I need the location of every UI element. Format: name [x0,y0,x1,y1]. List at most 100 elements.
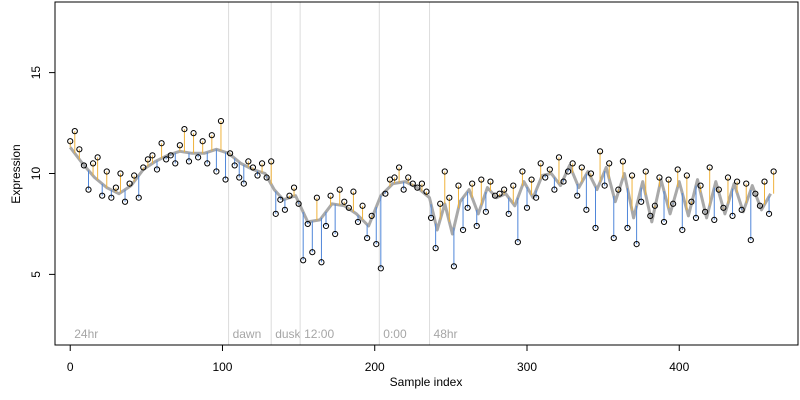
trend-line [69,146,772,236]
data-point [473,222,480,230]
data-point [400,186,407,193]
marker-label: dawn [233,327,262,341]
data-point [99,192,106,199]
data-point [377,265,384,272]
x-axis-title: Sample index [390,375,463,389]
data-point [295,200,302,207]
data-point [510,182,517,189]
data-point [268,158,275,165]
data-point [555,154,563,161]
data-point [574,192,581,199]
data-point [71,128,78,135]
data-point [441,168,448,175]
data-point [679,226,686,234]
data-point [619,158,627,165]
data-point [277,196,284,203]
data-point [606,160,613,167]
data-point [514,239,521,246]
data-point [313,194,320,201]
data-point [724,174,732,181]
observed-points [67,117,777,272]
data-point [121,198,129,205]
data-point [578,164,585,171]
data-point [163,156,170,163]
data-point [469,180,476,187]
data-point [738,206,745,213]
data-point [176,142,183,149]
data-point [546,166,553,173]
data-point [656,174,663,181]
data-point [108,194,115,201]
data-point [126,180,133,187]
data-point [350,188,357,195]
data-point [587,170,595,177]
data-point [537,160,544,167]
data-point [94,154,101,161]
data-point [208,132,215,139]
data-point [368,212,375,219]
data-point [523,204,531,211]
data-point [533,194,540,201]
data-point [496,190,503,197]
data-point [254,172,261,179]
data-point [144,156,151,163]
data-point [258,160,266,167]
data-point [743,180,750,187]
y-axis-title: Expression [9,144,23,203]
data-point [354,218,362,226]
data-point [89,160,97,167]
data-point [583,206,590,213]
data-point [204,160,211,167]
data-point [688,198,695,205]
data-point [249,164,257,171]
data-point [217,117,225,125]
data-point [765,210,773,217]
data-point [322,222,330,230]
data-point [569,160,576,167]
data-point [505,210,512,217]
data-point [309,249,316,256]
data-point [528,176,535,183]
data-point [647,212,654,219]
data-point [414,184,421,191]
data-point [628,172,636,179]
data-point [706,164,713,171]
data-point [418,180,426,187]
data-point [564,168,572,175]
marker-label: dusk [275,327,301,341]
data-point [140,164,147,171]
data-point [596,148,604,155]
marker-label: 24hr [74,327,98,341]
data-point [336,186,343,193]
data-point [432,245,439,252]
data-point [752,190,759,197]
data-point [135,194,142,201]
data-point [519,168,526,175]
data-point [482,208,489,215]
data-point [222,176,229,183]
data-point [697,182,704,189]
data-point [131,172,138,179]
data-point [213,168,220,175]
data-point [226,150,234,157]
data-point [642,168,649,175]
data-point [236,174,243,181]
data-point [391,174,398,181]
data-point [103,168,110,175]
data-point [459,226,467,234]
data-point [702,208,709,215]
marker-label: 12:00 [304,327,334,341]
data-point [112,184,120,191]
data-point [409,180,416,187]
data-point [651,202,658,209]
data-point [185,158,193,165]
data-point [190,130,197,137]
y-axis: 5 10 15 [29,66,55,278]
data-point [167,152,174,159]
data-point [683,172,690,179]
data-point [281,206,289,213]
data-point [85,186,92,193]
data-point [423,188,430,195]
data-point [733,178,741,185]
